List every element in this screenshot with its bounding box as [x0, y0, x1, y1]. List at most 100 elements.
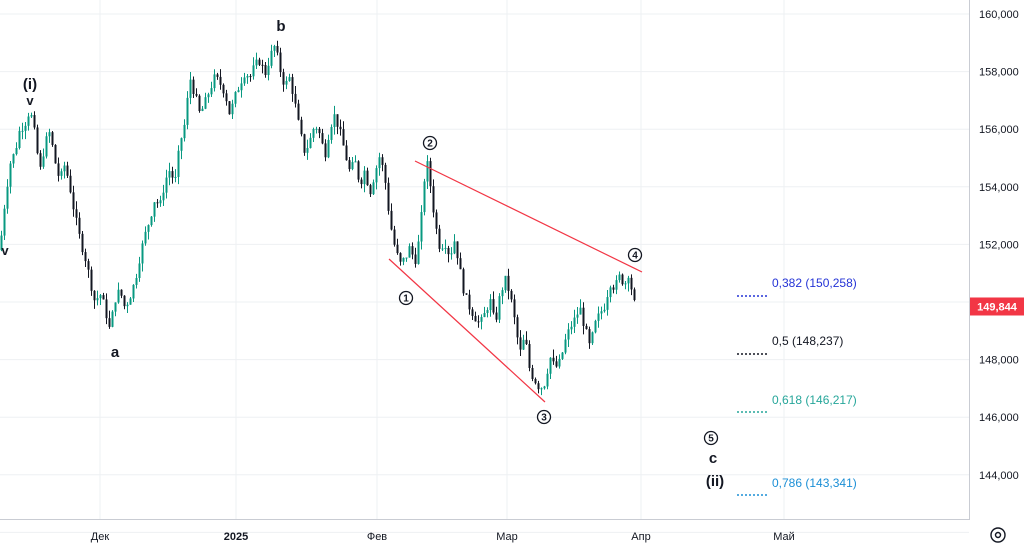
candle-body — [9, 163, 12, 187]
candle-body — [534, 378, 537, 384]
candle-body — [348, 160, 351, 170]
candle-body — [444, 247, 447, 249]
fib-level-label: 0,618 (146,217) — [772, 393, 857, 407]
candle-body — [267, 65, 270, 76]
candle-body — [516, 317, 519, 338]
candle-body — [276, 45, 279, 53]
candle-body — [549, 357, 552, 374]
candle-body — [246, 76, 249, 78]
candle-body — [576, 314, 579, 318]
y-tick-label: 144,000 — [979, 470, 1019, 482]
price-axis: 160,000 158,000 156,000 154,000 152,000 148,0… — [979, 9, 1019, 482]
candle-body — [195, 93, 198, 96]
wave-label: (ii) — [706, 473, 724, 490]
y-tick-label: 148,000 — [979, 355, 1019, 367]
candle-body — [264, 65, 267, 76]
candle-body — [435, 212, 438, 229]
candle-body — [150, 216, 153, 226]
candle-body — [462, 269, 465, 294]
candle-body — [453, 241, 456, 254]
settings-icon[interactable] — [990, 527, 1006, 543]
wave-count-5[interactable]: 5 — [703, 430, 719, 446]
candle-body — [342, 129, 345, 146]
candle-body — [171, 171, 174, 178]
x-tick-label: Дек — [91, 531, 110, 543]
candle-body — [180, 138, 183, 151]
candle-body — [51, 132, 54, 145]
candle-body — [96, 298, 99, 301]
candle-body — [564, 339, 567, 353]
candle-body — [588, 329, 591, 344]
wave-label: (i) — [23, 76, 37, 93]
candle-body — [621, 274, 624, 285]
candle-body — [426, 161, 429, 182]
candle-body — [6, 186, 9, 209]
candle-body — [132, 284, 135, 299]
candle-body — [345, 145, 348, 161]
candle-body — [414, 254, 417, 264]
candle-body — [450, 253, 453, 255]
wave-label: v — [26, 93, 34, 108]
candle-body — [375, 168, 378, 183]
lower-trendline[interactable] — [388, 258, 546, 403]
candle-body — [609, 287, 612, 298]
candles — [0, 40, 636, 396]
candle-body — [357, 161, 360, 180]
candle-body — [177, 150, 180, 177]
candle-body — [339, 126, 342, 130]
candle-body — [612, 287, 615, 290]
candle-body — [294, 93, 297, 104]
y-tick-label: 160,000 — [979, 9, 1019, 21]
candle-body — [387, 182, 390, 211]
candle-body — [408, 246, 411, 258]
candle-body — [567, 329, 570, 340]
candle-body — [153, 202, 156, 217]
wave-count-4[interactable]: 4 — [627, 247, 643, 263]
candle-body — [210, 88, 213, 95]
y-tick-label: 156,000 — [979, 124, 1019, 136]
candle-body — [402, 257, 405, 262]
candle-body — [372, 182, 375, 195]
candle-body — [300, 119, 303, 135]
fib-level-label: 0,382 (150,258) — [772, 276, 857, 290]
candle-body — [354, 161, 357, 163]
candle-body — [249, 76, 252, 78]
x-tick-label: Апр — [631, 531, 650, 543]
candle-body — [213, 74, 216, 89]
candle-body — [465, 293, 468, 295]
candle-body — [597, 313, 600, 321]
candle-body — [336, 114, 339, 127]
candle-body — [582, 307, 585, 326]
candle-body — [252, 65, 255, 77]
candle-body — [330, 127, 333, 140]
candle-body — [3, 208, 6, 236]
wave-count-3[interactable]: 3 — [536, 409, 552, 425]
candle-body — [138, 263, 141, 279]
candle-body — [129, 298, 132, 305]
candle-body — [120, 289, 123, 296]
candle-body — [606, 297, 609, 310]
wave-count-2[interactable]: 2 — [422, 135, 438, 151]
candle-body — [66, 165, 69, 176]
candle-body — [423, 181, 426, 213]
candle-body — [633, 289, 636, 301]
candle-body — [471, 309, 474, 316]
candle-body — [558, 358, 561, 367]
candle-body — [75, 209, 78, 218]
upper-trendline[interactable] — [414, 160, 643, 273]
wave-count-1[interactable]: 1 — [398, 290, 414, 306]
time-axis: Дек 2025 Фев Мар Апр Май — [91, 531, 795, 543]
candle-body — [54, 144, 57, 164]
fibonacci-levels: 0,382 (150,258) 0,5 (148,237) 0,618 (146,2… — [737, 276, 857, 496]
candle-body — [351, 162, 354, 170]
candle-body — [48, 132, 51, 137]
candle-body — [501, 290, 504, 297]
candle-body — [321, 133, 324, 144]
candle-body — [438, 228, 441, 249]
candle-body — [207, 94, 210, 98]
candle-body — [261, 64, 264, 66]
candle-body — [99, 295, 102, 299]
x-tick-label: Фев — [367, 531, 387, 543]
